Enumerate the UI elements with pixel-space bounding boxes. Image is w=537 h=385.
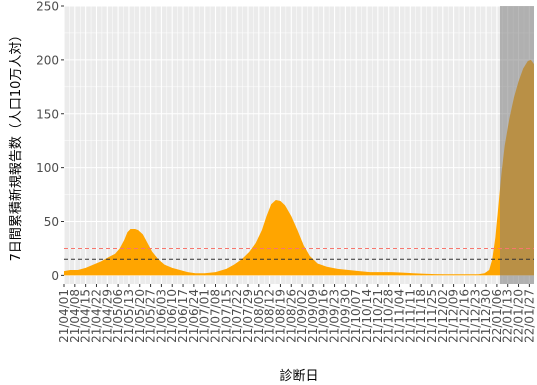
x-tick-label: 21/11/18 [414, 289, 428, 343]
x-tick-label: 22/01/13 [501, 289, 515, 343]
x-tick-label: 21/10/28 [382, 289, 396, 343]
x-tick-label: 21/06/17 [176, 289, 190, 343]
x-tick-label: 21/04/08 [68, 289, 82, 343]
y-tick-label: 250 [36, 0, 59, 14]
x-tick-labels: 21/04/0121/04/0821/04/1521/04/2221/04/29… [57, 289, 536, 343]
x-tick-label: 21/04/22 [89, 289, 103, 343]
x-tick-label: 21/08/12 [263, 289, 277, 343]
axis-ticks [61, 5, 530, 287]
shaded-region [499, 6, 534, 284]
x-tick-label: 22/01/06 [490, 289, 504, 343]
x-tick-label: 21/05/27 [144, 289, 158, 343]
y-tick-label: 100 [36, 161, 59, 175]
x-tick-label: 21/09/02 [295, 289, 309, 343]
y-tick-label: 150 [36, 107, 59, 121]
x-tick-label: 21/04/01 [57, 289, 71, 343]
x-tick-label: 21/11/04 [392, 289, 406, 343]
x-tick-label: 21/12/30 [479, 289, 493, 343]
x-tick-label: 21/10/07 [349, 289, 363, 343]
x-tick-label: 21/04/15 [79, 289, 93, 343]
x-tick-label: 21/08/26 [284, 289, 298, 343]
x-tick-label: 21/12/02 [436, 289, 450, 343]
x-tick-label: 21/04/29 [100, 289, 114, 343]
x-tick-label: 21/05/13 [122, 289, 136, 343]
x-tick-label: 21/08/05 [252, 289, 266, 343]
x-tick-label: 21/10/14 [360, 289, 374, 343]
y-tick-label: 50 [44, 215, 59, 229]
x-tick-label: 21/07/01 [198, 289, 212, 343]
x-tick-label: 21/12/23 [468, 289, 482, 343]
x-tick-label: 21/06/10 [165, 289, 179, 343]
x-tick-label: 21/05/06 [111, 289, 125, 343]
y-tick-labels: 0 50 100 150 200 250 [36, 0, 59, 283]
x-tick-label: 21/07/22 [230, 289, 244, 343]
x-tick-label: 21/09/09 [306, 289, 320, 343]
x-tick-label: 22/01/27 [522, 289, 536, 343]
x-tick-label: 21/07/29 [241, 289, 255, 343]
x-tick-label: 21/06/24 [187, 289, 201, 343]
reference-lines [64, 247, 534, 260]
y-tick-label: 0 [51, 269, 59, 283]
x-tick-label: 21/12/09 [447, 289, 461, 343]
x-tick-label: 21/11/25 [425, 289, 439, 343]
x-tick-label: 21/07/08 [209, 289, 223, 343]
x-tick-label: 21/05/20 [133, 289, 147, 343]
x-tick-label: 21/09/30 [338, 289, 352, 343]
x-tick-label: 21/07/15 [219, 289, 233, 343]
x-tick-label: 22/01/20 [512, 289, 526, 343]
x-axis-title: 診断日 [279, 368, 318, 384]
x-tick-label: 21/10/21 [371, 289, 385, 343]
y-axis-title: 7日間累積新規報告数（人口10万人対） [8, 29, 24, 262]
x-tick-label: 21/12/16 [457, 289, 471, 343]
x-tick-label: 21/06/03 [154, 289, 168, 343]
x-tick-label: 21/11/11 [403, 289, 417, 343]
grid-minor [64, 6, 534, 284]
x-tick-label: 21/08/19 [273, 289, 287, 343]
x-tick-label: 21/09/23 [328, 289, 342, 343]
x-tick-label: 21/09/16 [317, 289, 331, 343]
y-tick-label: 200 [36, 53, 59, 67]
